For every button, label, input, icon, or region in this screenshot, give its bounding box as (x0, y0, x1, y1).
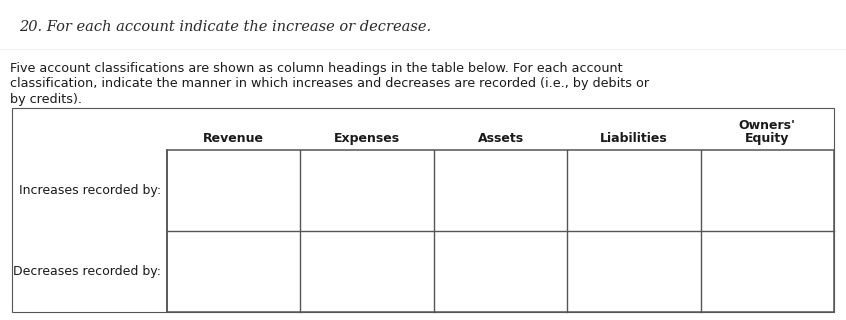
FancyBboxPatch shape (167, 150, 834, 312)
Text: Owners': Owners' (739, 119, 796, 132)
FancyBboxPatch shape (12, 108, 834, 312)
Text: Five account classifications are shown as column headings in the table below. Fo: Five account classifications are shown a… (10, 61, 623, 75)
Text: Equity: Equity (745, 132, 789, 145)
Text: Assets: Assets (477, 132, 524, 145)
Text: Expenses: Expenses (334, 132, 400, 145)
Text: Revenue: Revenue (203, 132, 264, 145)
Text: by credits).: by credits). (10, 92, 82, 106)
Text: Liabilities: Liabilities (600, 132, 667, 145)
Text: 20. For each account indicate the increase or decrease.: 20. For each account indicate the increa… (19, 20, 431, 34)
Text: classification, indicate the manner in which increases and decreases are recorde: classification, indicate the manner in w… (10, 77, 649, 90)
Text: Decreases recorded by:: Decreases recorded by: (13, 265, 161, 278)
Text: Increases recorded by:: Increases recorded by: (19, 184, 161, 197)
